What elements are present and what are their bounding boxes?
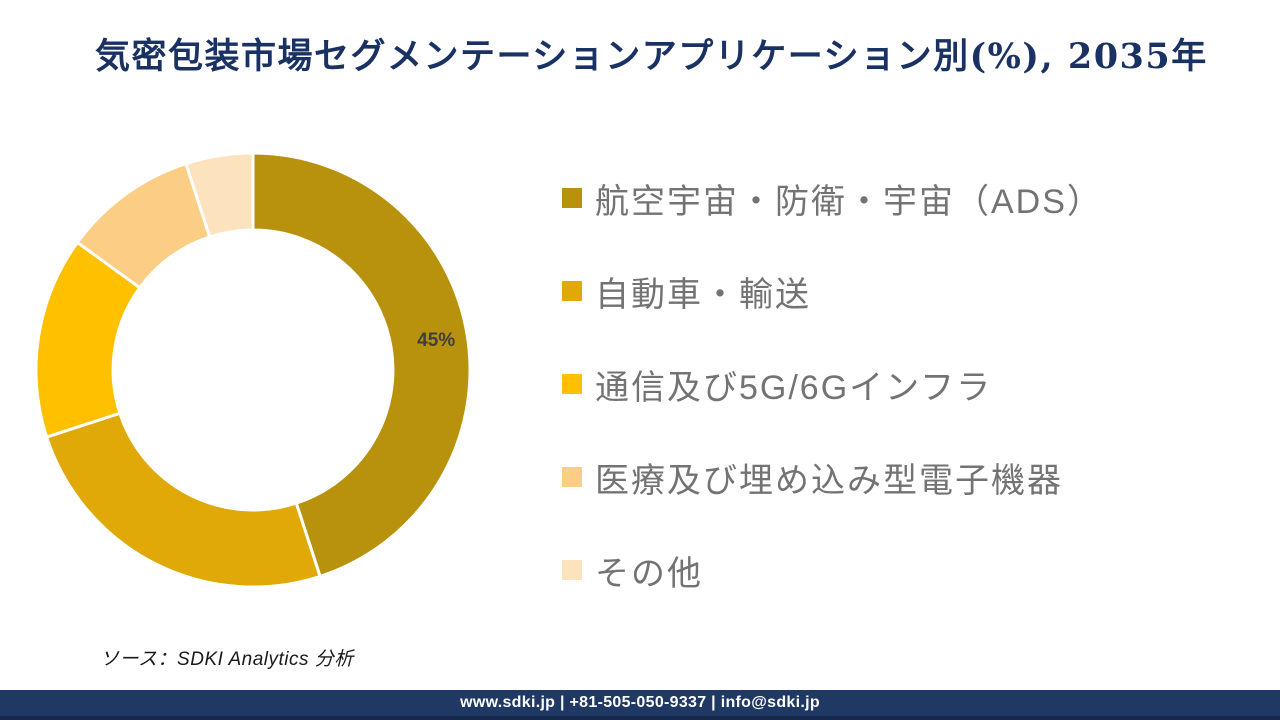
legend-swatch-icon (562, 188, 582, 208)
chart-title: 気密包装市場セグメンテーションアプリケーション別(%), 2035年 (95, 36, 1208, 77)
legend-item-label: 通信及び5G/6Gインフラ (595, 368, 993, 407)
donut-slice-2 (45, 411, 322, 589)
legend-swatch-icon (562, 467, 582, 487)
data-label-1: 45% (417, 330, 455, 351)
legend-swatch-icon (562, 374, 582, 394)
legend-item-5: その他 (562, 548, 1103, 593)
donut-chart: 45% (34, 151, 472, 589)
footer-contact-text: www.sdki.jp | +81-505-050-9337 | info@sd… (460, 694, 820, 711)
donut-slice-5 (184, 151, 255, 239)
legend-item-4: 医療及び埋め込み型電子機器 (562, 455, 1103, 500)
legend-item-label: その他 (595, 554, 703, 593)
donut-slice-1 (251, 151, 472, 578)
legend-item-label: 航空宇宙・防衛・宇宙（ADS） (595, 182, 1103, 221)
legend-swatch-icon (562, 560, 582, 580)
chart-legend: 航空宇宙・防衛・宇宙（ADS） 自動車・輸送通信及び5G/6Gインフラ医療及び埋め… (562, 176, 1103, 641)
legend-item-label: 医療及び埋め込み型電子機器 (595, 461, 1063, 500)
footer-bar: www.sdki.jp | +81-505-050-9337 | info@sd… (0, 690, 1280, 720)
legend-item-3: 通信及び5G/6Gインフラ (562, 362, 1103, 407)
legend-swatch-icon (562, 281, 582, 301)
legend-item-label: 自動車・輸送 (595, 275, 811, 314)
legend-item-1: 航空宇宙・防衛・宇宙（ADS） (562, 176, 1103, 221)
legend-item-2: 自動車・輸送 (562, 269, 1103, 314)
source-note: ソース：SDKI Analytics 分析 (100, 649, 354, 670)
